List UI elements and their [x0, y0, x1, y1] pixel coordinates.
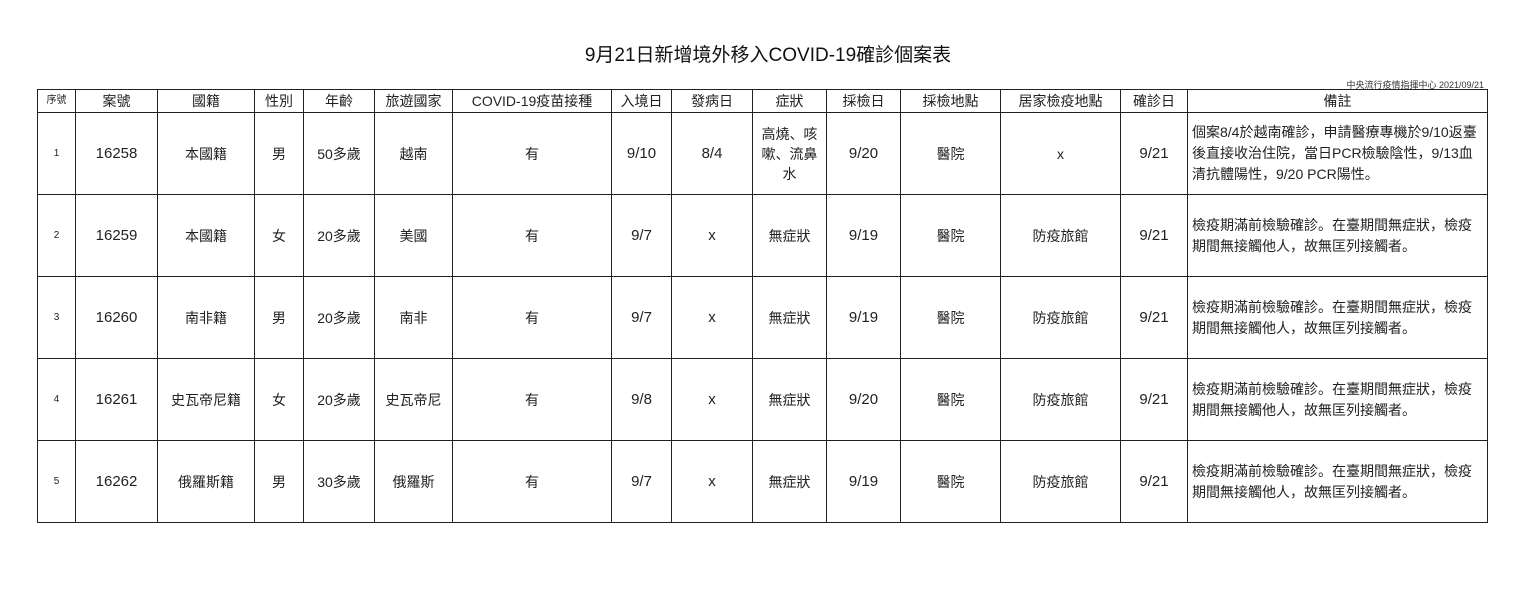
cell-sex: 男: [254, 440, 304, 523]
cell-case-id: 16259: [75, 194, 158, 277]
cell-test-date: 9/19: [826, 194, 901, 277]
cell-symptoms: 無症狀: [752, 276, 827, 359]
cell-remarks: 個案8/4於越南確診，申請醫療專機於9/10返臺後直接收治住院，當日PCR檢驗陰…: [1187, 112, 1488, 195]
source-note: 中央流行疫情指揮中心 2021/09/21: [1346, 80, 1484, 90]
cell-entry-date: 9/10: [611, 112, 672, 195]
cell-test-date: 9/20: [826, 112, 901, 195]
cell-test-location: 醫院: [900, 112, 1001, 195]
cell-onset-date: x: [671, 194, 753, 277]
cell-vaccine: 有: [452, 440, 612, 523]
cell-seq: 1: [37, 112, 76, 195]
cell-seq: 4: [37, 358, 76, 441]
cell-sex: 男: [254, 112, 304, 195]
cell-confirm-date: 9/21: [1120, 358, 1188, 441]
cell-case-id: 16261: [75, 358, 158, 441]
cell-remarks: 檢疫期滿前檢驗確診。在臺期間無症狀，檢疫期間無接觸他人，故無匡列接觸者。: [1187, 440, 1488, 523]
cell-quarantine-location: 防疫旅館: [1000, 276, 1121, 359]
cell-symptoms: 無症狀: [752, 440, 827, 523]
cell-travel-country: 俄羅斯: [374, 440, 453, 523]
cell-entry-date: 9/7: [611, 276, 672, 359]
cell-test-location: 醫院: [900, 276, 1001, 359]
column-header-quarantine-location: 居家檢疫地點: [1000, 89, 1121, 113]
cell-case-id: 16260: [75, 276, 158, 359]
cell-age: 20多歲: [303, 358, 375, 441]
cell-vaccine: 有: [452, 112, 612, 195]
cell-symptoms: 高燒、咳嗽、流鼻水: [752, 112, 827, 195]
cell-quarantine-location: 防疫旅館: [1000, 194, 1121, 277]
cell-age: 20多歲: [303, 276, 375, 359]
cell-case-id: 16262: [75, 440, 158, 523]
column-header-case-id: 案號: [75, 89, 158, 113]
cell-nationality: 俄羅斯籍: [157, 440, 255, 523]
cell-age: 50多歲: [303, 112, 375, 195]
cell-confirm-date: 9/21: [1120, 194, 1188, 277]
cell-seq: 2: [37, 194, 76, 277]
cell-quarantine-location: 防疫旅館: [1000, 358, 1121, 441]
column-header-symptoms: 症狀: [752, 89, 827, 113]
table-row: 5 16262 俄羅斯籍男 30多歲 俄羅斯有 9/7 x 無症狀 9/19 醫院 防疫旅館 9/21…: [37, 440, 1488, 523]
cell-confirm-date: 9/21: [1120, 112, 1188, 195]
cell-onset-date: x: [671, 358, 753, 441]
column-header-entry-date: 入境日: [611, 89, 672, 113]
column-header-test-location: 採檢地點: [900, 89, 1001, 113]
cell-vaccine: 有: [452, 276, 612, 359]
cell-nationality: 本國籍: [157, 112, 255, 195]
header-row: 序號 案號 國籍 性別 年齡 旅遊國家 COVID-19疫苗接種 入境日 發病日 症狀 採檢日 採檢地…: [37, 89, 1488, 113]
cell-travel-country: 南非: [374, 276, 453, 359]
cell-case-id: 16258: [75, 112, 158, 195]
table-row: 2 16259 本國籍女 20多歲 美國有 9/7 x 無症狀 9/19 醫院 防疫旅館 9/21 檢疫…: [37, 194, 1488, 277]
cell-symptoms: 無症狀: [752, 194, 827, 277]
cell-seq: 5: [37, 440, 76, 523]
cell-confirm-date: 9/21: [1120, 440, 1188, 523]
cell-age: 20多歲: [303, 194, 375, 277]
cell-test-location: 醫院: [900, 194, 1001, 277]
table-row: 1 16258 本國籍男 50多歲 越南有 9/10 8/4 高燒、咳嗽、流鼻水 9/20 醫院 x…: [37, 112, 1488, 195]
cell-quarantine-location: x: [1000, 112, 1121, 195]
cell-test-location: 醫院: [900, 440, 1001, 523]
case-table: 序號 案號 國籍 性別 年齡 旅遊國家 COVID-19疫苗接種 入境日 發病日 症狀 採檢日 採檢地…: [37, 89, 1488, 523]
column-header-sex: 性別: [254, 89, 304, 113]
cell-test-date: 9/19: [826, 440, 901, 523]
column-header-test-date: 採檢日: [826, 89, 901, 113]
cell-sex: 女: [254, 194, 304, 277]
cell-entry-date: 9/8: [611, 358, 672, 441]
cell-onset-date: x: [671, 440, 753, 523]
table-row: 3 16260 南非籍男 20多歲 南非有 9/7 x 無症狀 9/19 醫院 防疫旅館 9/21 檢疫…: [37, 276, 1488, 359]
cell-seq: 3: [37, 276, 76, 359]
cell-entry-date: 9/7: [611, 440, 672, 523]
cell-travel-country: 越南: [374, 112, 453, 195]
cell-nationality: 史瓦帝尼籍: [157, 358, 255, 441]
cell-test-location: 醫院: [900, 358, 1001, 441]
column-header-age: 年齡: [303, 89, 375, 113]
column-header-onset-date: 發病日: [671, 89, 753, 113]
column-header-vaccine: COVID-19疫苗接種: [452, 89, 612, 113]
cell-sex: 女: [254, 358, 304, 441]
cell-vaccine: 有: [452, 358, 612, 441]
column-header-confirm-date: 確診日: [1120, 89, 1188, 113]
cell-confirm-date: 9/21: [1120, 276, 1188, 359]
cell-remarks: 檢疫期滿前檢驗確診。在臺期間無症狀，檢疫期間無接觸他人，故無匡列接觸者。: [1187, 194, 1488, 277]
cell-test-date: 9/19: [826, 276, 901, 359]
cell-test-date: 9/20: [826, 358, 901, 441]
cell-sex: 男: [254, 276, 304, 359]
column-header-remarks: 備註: [1187, 89, 1488, 113]
table-row: 4 16261 史瓦帝尼籍女 20多歲 史瓦帝尼有 9/8 x 無症狀 9/20 醫院 防疫旅館 9/…: [37, 358, 1488, 441]
column-header-travel-country: 旅遊國家: [374, 89, 453, 113]
column-header-nationality: 國籍: [157, 89, 255, 113]
cell-nationality: 南非籍: [157, 276, 255, 359]
cell-age: 30多歲: [303, 440, 375, 523]
cell-entry-date: 9/7: [611, 194, 672, 277]
page-title: 9月21日新增境外移入COVID-19確診個案表: [584, 45, 952, 66]
cell-symptoms: 無症狀: [752, 358, 827, 441]
cell-vaccine: 有: [452, 194, 612, 277]
cell-remarks: 檢疫期滿前檢驗確診。在臺期間無症狀，檢疫期間無接觸他人，故無匡列接觸者。: [1187, 276, 1488, 359]
cell-onset-date: 8/4: [671, 112, 753, 195]
cell-travel-country: 史瓦帝尼: [374, 358, 453, 441]
cell-quarantine-location: 防疫旅館: [1000, 440, 1121, 523]
cell-remarks: 檢疫期滿前檢驗確診。在臺期間無症狀，檢疫期間無接觸他人，故無匡列接觸者。: [1187, 358, 1488, 441]
column-header-seq: 序號: [37, 89, 76, 113]
cell-nationality: 本國籍: [157, 194, 255, 277]
cell-onset-date: x: [671, 276, 753, 359]
cell-travel-country: 美國: [374, 194, 453, 277]
